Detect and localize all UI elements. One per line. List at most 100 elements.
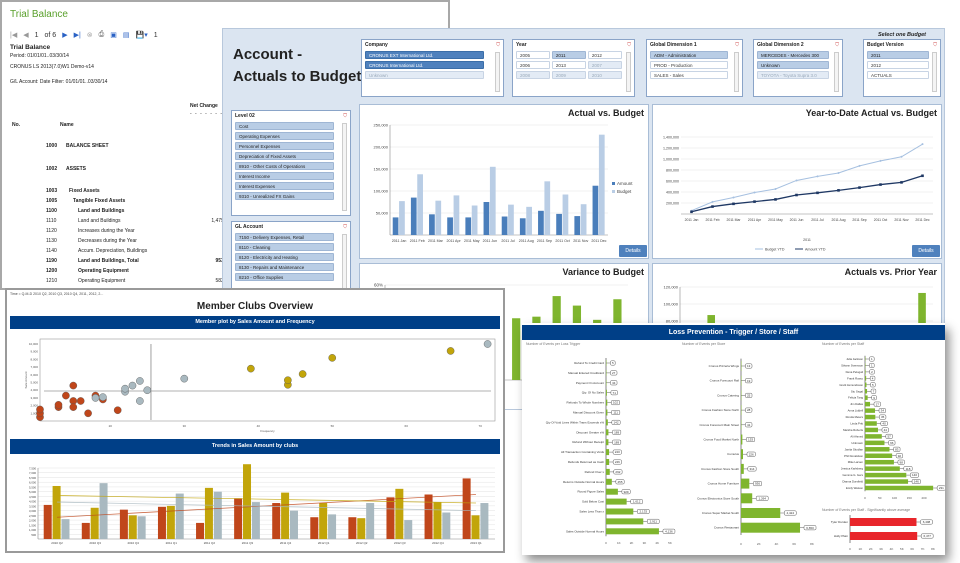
last-page-icon[interactable]: ▶|	[73, 32, 81, 39]
slicer-item[interactable]: SALES - Sales	[650, 71, 729, 79]
slicer-item[interactable]: PROD - Production	[650, 61, 729, 69]
slicer-item[interactable]: 2006	[516, 61, 550, 69]
data-point	[900, 155, 903, 158]
slicer-item[interactable]: Interest Income	[235, 172, 334, 180]
y-tick-label: 100,000	[664, 302, 679, 307]
value-label-box	[611, 400, 620, 405]
bar	[850, 532, 918, 540]
slicer-scrollbar[interactable]	[834, 52, 839, 92]
page-number-input[interactable]: 1	[34, 31, 39, 39]
stop-icon[interactable]: ⊗	[86, 32, 93, 39]
clear-filter-icon[interactable]: ⛉	[627, 42, 631, 48]
data-point	[732, 196, 735, 199]
slicer-item[interactable]: CRONUS International Ltd.	[365, 61, 484, 69]
slicer-item[interactable]: Personnel Expenses	[235, 142, 334, 150]
clear-filter-icon[interactable]: ⛉	[496, 42, 500, 48]
slicer-item[interactable]: 2012	[587, 51, 622, 59]
row-number: 1120	[46, 228, 57, 234]
clear-filter-icon[interactable]: ⛉	[343, 113, 347, 119]
x-tick-label: 2011 Nov	[573, 239, 588, 243]
value-label-box	[613, 469, 623, 475]
x-tick-label: 40	[257, 424, 261, 428]
slicer-scrollbar[interactable]	[342, 123, 347, 211]
slicer-item[interactable]: Unknown	[365, 71, 484, 79]
y-tick-label: 200,000	[374, 145, 389, 150]
slicer-item[interactable]: 8120 - Electricity and Heating	[235, 253, 334, 261]
slicer-item[interactable]: 2013	[551, 61, 586, 69]
details-button[interactable]: Details	[912, 245, 940, 257]
details-button[interactable]: Details	[619, 245, 647, 257]
value-label-box	[870, 388, 877, 394]
slicer-item[interactable]: TOYOTA - Toyota Supra 3.0	[757, 71, 830, 79]
report-toolbar: |◀ ◀ 1 of 6 ▶ ▶| ⊗ ⎙ ▣ ▤ 💾▾ 1	[10, 29, 448, 41]
slicer-scrollbar[interactable]	[734, 52, 739, 92]
value-label: 2	[871, 370, 873, 374]
page-setup-icon[interactable]: ▤	[122, 32, 130, 39]
slicer-item[interactable]: 9310 - Unrealized FX Gains	[235, 192, 334, 200]
bar	[204, 487, 213, 539]
slicer-item[interactable]: 7150 - Delivery Expenses, Retail	[235, 233, 334, 241]
slicer-item[interactable]: ADM - Administration	[650, 51, 729, 59]
value-label-box	[803, 525, 817, 531]
slicer-item[interactable]: CRONUS EXT International Ltd.	[365, 51, 484, 59]
y-tick-label: 1,400,000	[663, 136, 679, 140]
bar	[310, 517, 319, 539]
slicer-item[interactable]: Depreciation of Fixed Assets	[235, 152, 334, 160]
bar	[865, 421, 877, 426]
x-tick-label: 2011 Aug	[831, 218, 845, 222]
x-tick-label: 2011 Dec	[915, 218, 930, 222]
category-label: Mike Larsen	[848, 460, 864, 464]
y-tick-label: 150,000	[374, 167, 389, 172]
slicer-item[interactable]: 2009	[551, 71, 586, 79]
slicer-item[interactable]: Cost	[235, 122, 334, 130]
y-tick-label: 3,000	[29, 509, 36, 513]
y-tick-label: 80,000	[666, 319, 679, 324]
slicer-scrollbar[interactable]	[495, 52, 500, 92]
slicer-item[interactable]: 8910 - Other Costs of Operations	[235, 162, 334, 170]
slicer-item[interactable]: 2011	[551, 51, 586, 59]
slicer-item[interactable]: 2008	[516, 71, 550, 79]
slicer-item[interactable]: 8210 - Office Supplies	[235, 273, 334, 281]
row-net-change: 582,8	[200, 278, 228, 284]
slicer-scrollbar[interactable]	[626, 52, 631, 92]
zoom-value[interactable]: 1	[153, 31, 158, 39]
slicer-item[interactable]: Interest Expenses	[235, 182, 334, 190]
prev-page-icon[interactable]: ◀	[23, 32, 29, 39]
slicer-item[interactable]: 2012	[867, 61, 929, 69]
slicer-item[interactable]: 2011	[867, 51, 929, 59]
slicer-item[interactable]: 8110 - Cleaning	[235, 243, 334, 251]
slicer-item[interactable]: 8130 - Repairs and Maintenance	[235, 263, 334, 271]
slicer-item[interactable]: MERCEDES - Mercedes 300	[757, 51, 830, 59]
value-label: 27	[612, 371, 616, 375]
slicer-item[interactable]: Unknown	[757, 61, 830, 69]
slicer-item[interactable]: ACTUALS	[867, 71, 929, 79]
clear-filter-icon[interactable]: ⛉	[735, 42, 739, 48]
y-tick-label: 5,000	[29, 490, 36, 494]
category-label: All Transaction Containing Voids	[561, 450, 605, 454]
value-label-box	[869, 375, 876, 381]
slicer-item[interactable]: Operating Expenses	[235, 132, 334, 140]
next-page-icon[interactable]: ▶	[62, 32, 68, 39]
clear-filter-icon[interactable]: ⛉	[343, 224, 347, 230]
value-label-box	[936, 485, 945, 491]
y-tick-label: 7,500	[29, 467, 36, 471]
clear-filter-icon[interactable]: ⛉	[835, 42, 839, 48]
clear-filter-icon[interactable]: ⛉	[933, 42, 937, 48]
slicer-item[interactable]: 2005	[516, 51, 550, 59]
filter-dropdown[interactable]: Time = Q-M-D 2010 Q2, 2010 Q3, 2010 Q4, …	[10, 292, 104, 296]
print-icon[interactable]: ⎙	[98, 31, 105, 38]
bar	[544, 181, 551, 235]
x-axis-title: 2011	[803, 238, 811, 242]
slicer-item[interactable]: 2010	[587, 71, 622, 79]
first-page-icon[interactable]: |◀	[10, 32, 18, 39]
bar	[865, 369, 866, 375]
slicer-scrollbar[interactable]	[932, 52, 937, 92]
category-label: Round Figure Sales	[577, 490, 604, 494]
save-icon[interactable]: 💾▾	[135, 32, 148, 39]
page-layout-icon[interactable]: ▣	[110, 32, 117, 39]
category-label: Returns Outside Normal Hours	[563, 480, 605, 484]
bar	[865, 453, 893, 458]
slicer-item[interactable]: 2007	[587, 61, 622, 69]
value-label-box	[612, 429, 622, 435]
x-tick-label: 2011 May	[464, 239, 480, 243]
